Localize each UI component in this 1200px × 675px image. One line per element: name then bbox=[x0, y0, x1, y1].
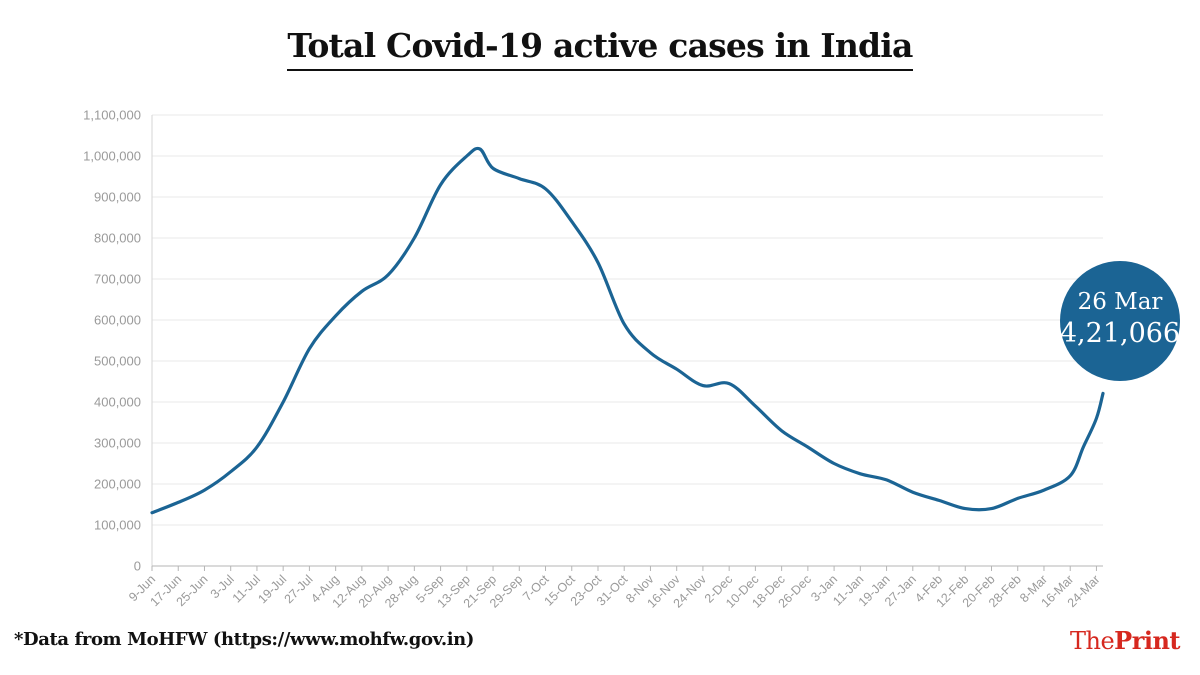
logo-part-the: The bbox=[1069, 627, 1115, 655]
page-title: Total Covid-19 active cases in India bbox=[287, 26, 913, 71]
y-tick-label: 1,100,000 bbox=[83, 108, 141, 123]
theprint-logo: ThePrint bbox=[1069, 626, 1181, 655]
callout-circle bbox=[1060, 261, 1180, 381]
footnote: *Data from MoHFW (https://www.mohfw.gov.… bbox=[14, 629, 474, 650]
logo-part-print: Print bbox=[1114, 626, 1180, 655]
y-tick-label: 1,000,000 bbox=[83, 149, 141, 164]
y-tick-label: 900,000 bbox=[94, 190, 141, 205]
callout-bubble: 26 Mar 4,21,066 bbox=[1060, 261, 1180, 381]
y-tick-label: 200,000 bbox=[94, 477, 141, 492]
callout-date: 26 Mar bbox=[1078, 289, 1163, 315]
x-axis: 9-Jun17-Jun25-Jun3-Jul11-Jul19-Jul27-Jul… bbox=[126, 565, 1103, 611]
y-tick-label: 100,000 bbox=[94, 518, 141, 533]
gridlines bbox=[152, 114, 1103, 567]
y-tick-label: 400,000 bbox=[94, 395, 141, 410]
y-tick-label: 500,000 bbox=[94, 354, 141, 369]
y-tick-label: 700,000 bbox=[94, 272, 141, 287]
x-tick-label: 31-Oct bbox=[594, 572, 631, 609]
callout-value: 4,21,066 bbox=[1060, 318, 1180, 349]
series-line-active-cases bbox=[150, 146, 1105, 515]
y-axis: 0 100,000 200,000 300,000 400,000 500,000 600,… bbox=[83, 108, 153, 574]
x-tick-label: 11-Jul bbox=[230, 572, 263, 605]
y-tick-label: 600,000 bbox=[94, 313, 141, 328]
x-tick-label: 19-Jul bbox=[255, 572, 289, 606]
title-container: Total Covid-19 active cases in India bbox=[0, 26, 1200, 71]
y-tick-label: 300,000 bbox=[94, 436, 141, 451]
y-tick-label: 800,000 bbox=[94, 231, 141, 246]
x-tick-label: 27-Jul bbox=[282, 572, 316, 606]
y-tick-label: 0 bbox=[134, 559, 141, 574]
